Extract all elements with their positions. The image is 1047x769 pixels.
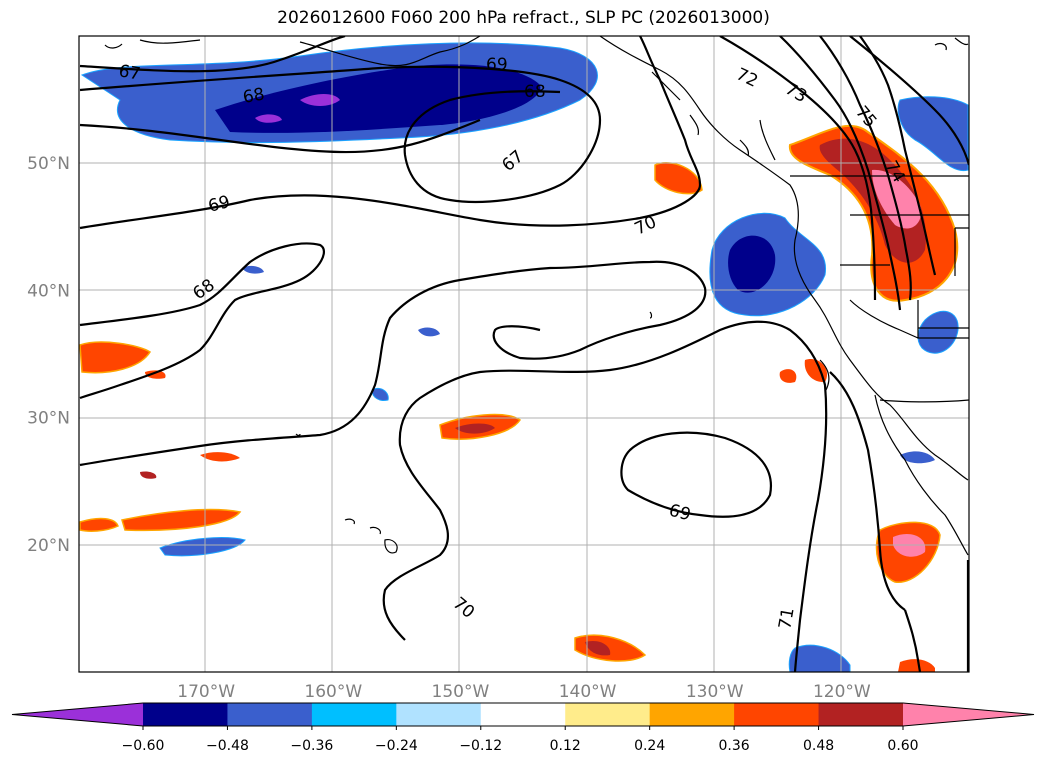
colorbar-tick-label: −0.12 [459, 738, 502, 754]
latitude-tick-label: 50°N [27, 154, 70, 174]
longitude-tick-label: 130°W [686, 682, 744, 702]
colorbar-extension-low [12, 703, 143, 726]
latitude-tick-labels: 20°N 30°N 40°N 50°N [27, 154, 70, 556]
longitude-tick-label: 120°W [813, 682, 871, 702]
longitude-tick-label: 150°W [432, 682, 490, 702]
colorbar-segment [734, 703, 820, 726]
latitude-tick-label: 40°N [27, 281, 70, 301]
colorbar-segment [396, 703, 482, 726]
colorbar-tick-label: −0.24 [375, 738, 418, 754]
colorbar-segment [480, 703, 566, 726]
coastlines [104, 36, 969, 556]
contour-label: 68 [241, 84, 266, 107]
colorbar-segment [311, 703, 397, 726]
colorbar-segment [818, 703, 904, 726]
longitude-tick-label: 160°W [304, 682, 362, 702]
longitude-tick-label: 170°W [177, 682, 235, 702]
colorbar-tick-label: 0.24 [634, 738, 665, 754]
latitude-tick-label: 30°N [27, 409, 70, 429]
contour-label: 69 [486, 55, 508, 75]
contour-label: 68 [524, 82, 546, 102]
colorbar-tick-label: 0.60 [887, 738, 918, 754]
contour-label: 71 [775, 606, 798, 631]
colorbar-tick-label: 0.48 [803, 738, 834, 754]
colorbar-segment [143, 703, 228, 726]
map-title: 2026012600 F060 200 hPa refract., SLP PC… [277, 8, 770, 28]
colorbar-extension-high [903, 703, 1034, 726]
colorbar-segment [649, 703, 735, 726]
pressure-contours [79, 36, 969, 672]
contour-label: 67 [117, 61, 142, 84]
map-frame [78, 35, 970, 673]
colorbar-segment [227, 703, 313, 726]
colorbar-tick-label: 0.36 [719, 738, 750, 754]
colorbar-segment [565, 703, 651, 726]
colorbar-tick-label: 0.12 [550, 738, 581, 754]
longitude-tick-label: 140°W [559, 682, 617, 702]
colorbar-tick-label: −0.48 [206, 738, 249, 754]
graticule-grid [79, 36, 969, 672]
colorbar-tick-label: −0.60 [122, 738, 165, 754]
colorbar-tick-label: −0.36 [290, 738, 333, 754]
latitude-tick-label: 20°N [27, 536, 70, 556]
map-area: 67 68 69 72 73 75 67 68 69 68 70 74 69 7… [79, 36, 969, 672]
refractivity-positive-regions [79, 124, 959, 672]
longitude-tick-labels: 170°W 160°W 150°W 140°W 130°W 120°W [177, 682, 871, 702]
colorbar: −0.60 −0.48 −0.36 −0.24 −0.12 0.12 0.24 0.36 0.4… [11, 702, 1035, 754]
